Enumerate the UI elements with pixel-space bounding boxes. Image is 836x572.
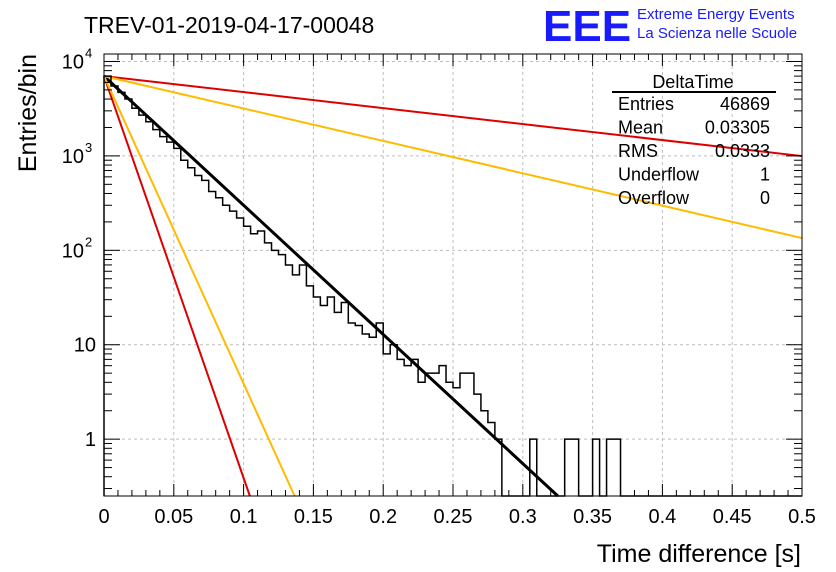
- stats-label: Underflow: [618, 165, 700, 185]
- x-tick-label: 0.5: [788, 506, 816, 528]
- stats-value: 1: [760, 165, 770, 185]
- logo-line-1: Extreme Energy Events: [637, 6, 795, 23]
- fit-curve-4: [103, 75, 803, 158]
- logo-line-2: La Scienza nelle Scuole: [637, 25, 797, 42]
- stats-label: Mean: [618, 118, 663, 138]
- eee-logo: EEE Extreme Energy Events La Scienza nel…: [543, 2, 797, 51]
- x-tick-label: 0.45: [713, 506, 752, 528]
- histogram-outline: [103, 75, 802, 497]
- stats-box: DeltaTime Entries 46869 Mean 0.03305 RMS 0.03…: [612, 72, 776, 208]
- stats-label: RMS: [618, 141, 658, 161]
- x-tick-label: 0.05: [154, 506, 193, 528]
- stats-rows: Entries 46869 Mean 0.03305 RMS 0.0333 Underflo…: [618, 94, 770, 208]
- x-tick-label: 0.35: [573, 506, 612, 528]
- x-tick-label: 0: [98, 506, 109, 528]
- fit-curve-3: [103, 75, 296, 497]
- y-tick-exponent: 4: [85, 45, 92, 60]
- x-axis-label: Time difference [s]: [597, 540, 801, 568]
- fit-curve-5: [103, 75, 803, 240]
- stats-label: Entries: [618, 94, 674, 114]
- y-axis-label: Entries/bin: [14, 54, 42, 172]
- stats-label: Overflow: [618, 188, 690, 208]
- x-tick-label: 0.2: [369, 506, 397, 528]
- x-tick-label: 0.3: [509, 506, 537, 528]
- x-tick-label: 0.1: [230, 506, 258, 528]
- logo-mark: EEE: [543, 2, 631, 51]
- y-tick-label: 10: [74, 335, 96, 357]
- y-tick-exponent: 2: [85, 234, 92, 249]
- y-tick-exponent: 3: [85, 140, 92, 155]
- stats-value: 0.03305: [705, 118, 770, 138]
- x-tick-label: 0.4: [648, 506, 676, 528]
- y-tick-label: 10: [62, 146, 84, 168]
- fit-curves: [102, 75, 803, 498]
- chart-title: TREV-01-2019-04-17-00048: [84, 12, 374, 38]
- x-tick-label: 0.25: [434, 506, 473, 528]
- y-tick-label: 10: [62, 51, 84, 73]
- stats-title: DeltaTime: [652, 72, 733, 92]
- x-ticks: 0 0.05 0.1 0.15 0.2 0.25 0.3 0.35 0.4 0.45 0.5: [98, 54, 816, 528]
- stats-value: 46869: [720, 94, 770, 114]
- stats-value: 0: [760, 188, 770, 208]
- histogram: [103, 75, 802, 497]
- y-tick-label: 10: [62, 240, 84, 262]
- x-tick-label: 0.15: [294, 506, 333, 528]
- fit-curve-1: [102, 75, 559, 498]
- stats-value: 0.0333: [715, 141, 770, 161]
- y-tick-label: 1: [85, 429, 96, 451]
- fit-curve-2: [103, 75, 251, 497]
- grid: [104, 54, 802, 496]
